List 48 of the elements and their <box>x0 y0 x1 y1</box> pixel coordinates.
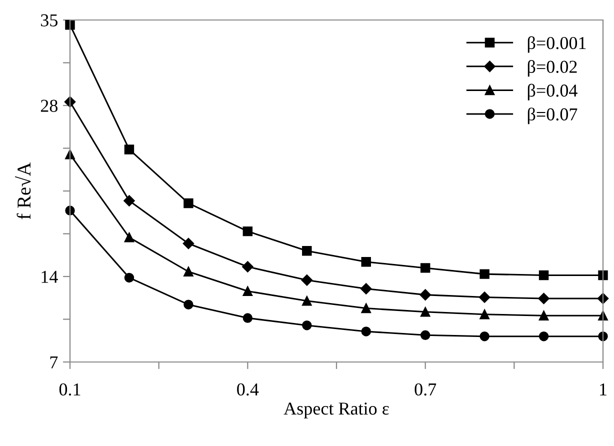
point <box>64 96 76 108</box>
y-tick-label: 7 <box>50 356 58 368</box>
point <box>242 226 253 236</box>
point <box>124 232 134 242</box>
point <box>360 283 372 294</box>
point <box>361 326 371 336</box>
point <box>598 270 608 280</box>
point <box>124 272 134 283</box>
point <box>184 198 194 208</box>
point <box>420 307 430 317</box>
point <box>242 261 254 272</box>
x-tick-label: 0.7 <box>414 383 436 396</box>
point <box>361 256 371 267</box>
point <box>184 266 194 276</box>
point <box>301 274 312 286</box>
y-tick-label: 35 <box>41 14 58 26</box>
point <box>480 269 490 279</box>
x-tick-label: 0.4 <box>237 383 259 396</box>
point <box>124 144 134 154</box>
point <box>242 313 253 323</box>
point <box>361 303 371 314</box>
x-tick-label: 1 <box>600 383 606 396</box>
y-tick-label: 28 <box>40 100 58 112</box>
point <box>478 292 490 303</box>
point <box>302 320 312 330</box>
x-axis-title: Aspect Ratio ε <box>284 402 389 418</box>
point <box>124 195 135 206</box>
point <box>538 310 549 320</box>
point <box>302 296 312 306</box>
point <box>480 310 490 320</box>
point <box>420 330 430 340</box>
y-tick-label: 14 <box>42 270 58 283</box>
x-tick-label: 0.1 <box>59 383 80 396</box>
point <box>538 331 549 342</box>
legend-label: β=0.07 <box>528 108 578 124</box>
point <box>538 292 550 304</box>
point <box>420 263 430 273</box>
point <box>480 331 490 342</box>
legend-label: β=0.02 <box>528 60 577 77</box>
point <box>182 238 194 250</box>
legend-label: β=0.001 <box>528 36 586 53</box>
legend-label: β=0.04 <box>528 84 578 100</box>
point <box>538 270 549 280</box>
y-axis-title: f Re√A <box>15 162 31 220</box>
point <box>302 246 312 256</box>
point <box>420 289 431 300</box>
point <box>242 286 253 296</box>
point <box>184 300 194 310</box>
